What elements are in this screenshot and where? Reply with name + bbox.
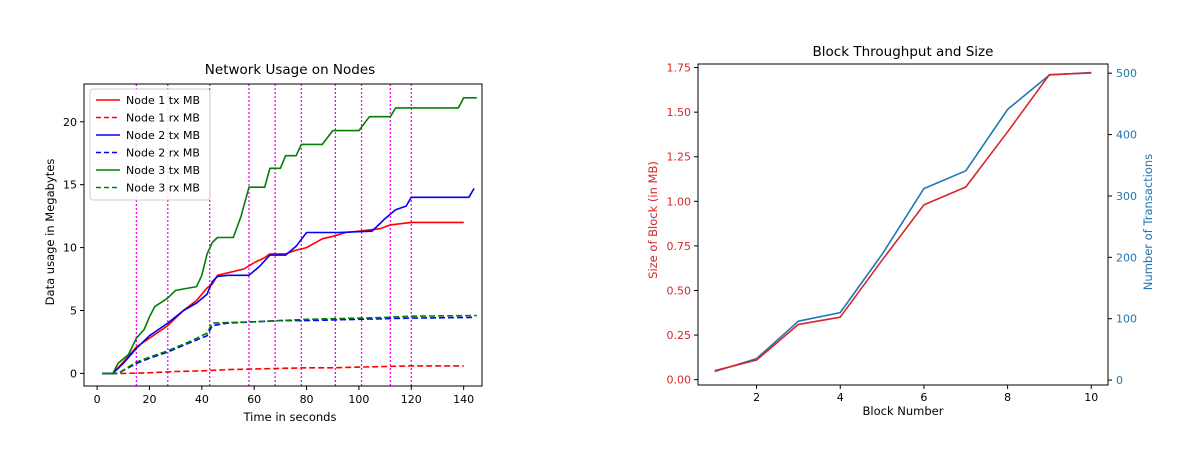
x-tick-label: 80	[300, 393, 314, 406]
y-axis-right-label: Number of Transactions	[1141, 154, 1155, 290]
y-axis-left-ticks: 0.00 0.25 0.50 0.75 1.00 1.25 1.50 1.75	[667, 62, 698, 387]
x-tick-label: 60	[247, 393, 261, 406]
y-right-tick-label: 0	[1116, 374, 1123, 387]
x-axis-label: Block Number	[863, 404, 944, 418]
series-lines	[714, 71, 1092, 373]
plot-frame	[83, 83, 483, 387]
y-tick-label: 0	[70, 367, 77, 380]
x-tick-label: 8	[1004, 391, 1011, 404]
series-line	[102, 314, 477, 375]
network-usage-chart: Network Usage on Nodes Time in seconds D…	[43, 62, 483, 424]
y-axis-ticks: 0 5 10 15 20	[63, 116, 84, 380]
y-right-tick-label: 100	[1116, 313, 1137, 326]
y-axis-left-label: Size of Block (in MB)	[646, 161, 660, 279]
y-tick-label: 10	[63, 242, 77, 255]
legend-label: Node 2 rx MB	[126, 147, 200, 160]
x-tick-label: 4	[837, 391, 844, 404]
y-left-tick-label: 1.25	[667, 151, 692, 164]
legend-label: Node 1 rx MB	[126, 112, 200, 125]
y-left-tick-label: 0.50	[667, 284, 692, 297]
y-right-tick-label: 300	[1116, 190, 1137, 203]
y-tick-label: 15	[63, 179, 77, 192]
x-axis-label: Time in seconds	[243, 410, 337, 424]
series-line	[102, 97, 477, 375]
chart-title: Network Usage on Nodes	[205, 62, 375, 78]
x-axis-ticks: 2 4 6 8 10	[753, 385, 1098, 404]
series-line	[102, 365, 464, 375]
legend-label: Node 1 tx MB	[126, 94, 200, 107]
block-throughput-chart: Block Throughput and Size Block Number S…	[646, 44, 1155, 418]
series-line	[102, 221, 464, 375]
series-line	[102, 187, 475, 375]
y-axis-label: Data usage in Megabytes	[43, 159, 57, 306]
x-tick-label: 40	[195, 393, 209, 406]
y-left-tick-label: 1.00	[667, 195, 692, 208]
y-right-tick-label: 500	[1116, 67, 1137, 80]
legend-label: Node 3 tx MB	[126, 164, 200, 177]
series-lines	[102, 97, 477, 375]
legend-box	[89, 88, 211, 201]
y-tick-label: 20	[63, 116, 77, 129]
x-tick-label: 120	[401, 393, 422, 406]
y-left-tick-label: 1.50	[667, 106, 692, 119]
y-axis-right-ticks: 0 100 200 300 400 500	[1108, 67, 1137, 387]
y-tick-label: 5	[70, 305, 77, 318]
x-tick-label: 2	[753, 391, 760, 404]
x-tick-label: 140	[453, 393, 474, 406]
plot-frame	[697, 63, 1109, 386]
transactions-line	[714, 71, 1092, 373]
block-size-line	[714, 72, 1092, 372]
x-tick-label: 0	[94, 393, 101, 406]
x-tick-label: 20	[142, 393, 156, 406]
x-tick-label: 10	[1084, 391, 1098, 404]
legend: Node 1 tx MB Node 1 rx MB Node 2 tx MB Node…	[89, 88, 211, 201]
y-left-tick-label: 0.25	[667, 329, 692, 342]
x-axis-ticks: 0 20 40 60 80 100 120 140	[94, 386, 474, 406]
chart-title: Block Throughput and Size	[813, 44, 994, 60]
series-line	[102, 316, 475, 375]
legend-label: Node 3 rx MB	[126, 182, 200, 195]
y-left-tick-label: 1.75	[667, 62, 692, 75]
y-left-tick-label: 0.00	[667, 374, 692, 387]
y-right-tick-label: 400	[1116, 129, 1137, 142]
legend-label: Node 2 tx MB	[126, 129, 200, 142]
x-tick-label: 6	[920, 391, 927, 404]
y-right-tick-label: 200	[1116, 251, 1137, 264]
x-tick-label: 100	[348, 393, 369, 406]
y-left-tick-label: 0.75	[667, 240, 692, 253]
